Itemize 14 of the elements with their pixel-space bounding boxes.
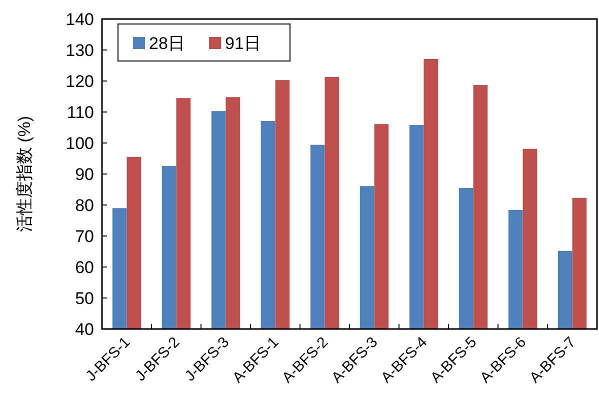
- y-tick-label: 100: [66, 134, 94, 153]
- y-tick-label: 110: [66, 103, 94, 122]
- y-tick-label: 70: [75, 227, 94, 246]
- y-tick-label: 40: [75, 320, 94, 339]
- y-tick-label: 50: [75, 289, 94, 308]
- y-axis-title: 活性度指数 (%): [15, 116, 34, 232]
- y-tick-label: 130: [66, 41, 94, 60]
- y-tick-label: 90: [75, 165, 94, 184]
- y-tick-label: 140: [66, 10, 94, 29]
- y-tick-label: 120: [66, 72, 94, 91]
- legend-label: 28日: [149, 34, 185, 53]
- legend-label: 91日: [225, 34, 261, 53]
- y-tick-label: 80: [75, 196, 94, 215]
- y-tick-label: 60: [75, 258, 94, 277]
